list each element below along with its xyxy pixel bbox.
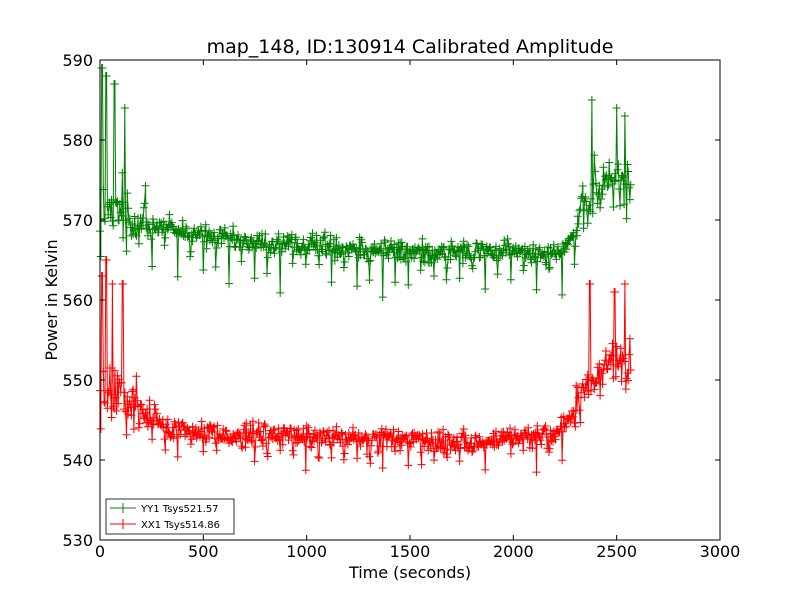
y-tick-label: 550 xyxy=(62,371,93,390)
x-tick-label: 2500 xyxy=(596,542,637,561)
y-tick-label: 590 xyxy=(62,51,93,70)
legend-box xyxy=(105,498,235,535)
x-tick-label: 500 xyxy=(188,542,219,561)
x-tick-label: 0 xyxy=(95,542,105,561)
legend-label-yy1: YY1 Tsys521.57 xyxy=(140,504,219,515)
x-axis-title: Time (seconds) xyxy=(348,563,471,582)
y-tick-label: 540 xyxy=(62,451,93,470)
x-tick-label: 2000 xyxy=(493,542,534,561)
legend-label-xx1: XX1 Tsys514.86 xyxy=(141,520,220,531)
legend: YY1 Tsys521.57 XX1 Tsys514.86 xyxy=(105,498,235,535)
x-tick-label: 3000 xyxy=(700,542,741,561)
y-tick-label: 530 xyxy=(62,531,93,550)
y-tick-label: 560 xyxy=(62,291,93,310)
plot-data xyxy=(96,64,635,477)
legend-marker-yy1 xyxy=(118,503,128,513)
ticks: 0 500 1000 1500 2000 2500 3000 530 540 550 560 570 5… xyxy=(62,51,740,561)
legend-marker-xx1 xyxy=(118,519,128,529)
y-axis-title: Power in Kelvin xyxy=(42,239,61,360)
x-tick-label: 1000 xyxy=(286,542,327,561)
y-tick-label: 570 xyxy=(62,211,93,230)
y-tick-label: 580 xyxy=(62,131,93,150)
chart-title: map_148, ID:130914 Calibrated Amplitude xyxy=(207,36,614,58)
x-tick-label: 1500 xyxy=(390,542,431,561)
